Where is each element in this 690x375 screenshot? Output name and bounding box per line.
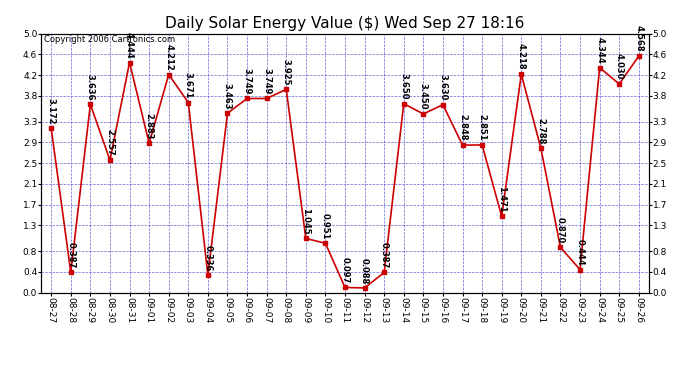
Text: 1.471: 1.471	[497, 186, 506, 212]
Text: 0.387: 0.387	[380, 242, 388, 268]
Text: 0.387: 0.387	[66, 242, 75, 268]
Text: 3.630: 3.630	[438, 74, 447, 100]
Text: 4.444: 4.444	[125, 32, 134, 58]
Text: 3.172: 3.172	[47, 98, 56, 124]
Text: 3.671: 3.671	[184, 72, 193, 98]
Text: 2.851: 2.851	[477, 114, 486, 141]
Text: Copyright 2006 Cartronics.com: Copyright 2006 Cartronics.com	[44, 35, 175, 44]
Text: 4.030: 4.030	[615, 53, 624, 80]
Text: 2.883: 2.883	[145, 113, 154, 139]
Text: 3.650: 3.650	[400, 73, 408, 99]
Text: 3.463: 3.463	[223, 82, 232, 109]
Text: 3.749: 3.749	[262, 68, 271, 94]
Text: 0.870: 0.870	[556, 217, 565, 243]
Text: 0.097: 0.097	[340, 257, 350, 284]
Text: 3.450: 3.450	[419, 83, 428, 110]
Text: 0.336: 0.336	[204, 244, 213, 271]
Title: Daily Solar Energy Value ($) Wed Sep 27 18:16: Daily Solar Energy Value ($) Wed Sep 27 …	[166, 16, 524, 31]
Text: 3.636: 3.636	[86, 74, 95, 100]
Text: 2.848: 2.848	[458, 114, 467, 141]
Text: 0.088: 0.088	[360, 258, 369, 284]
Text: 4.568: 4.568	[634, 26, 643, 52]
Text: 4.212: 4.212	[164, 44, 173, 70]
Text: 1.045: 1.045	[302, 208, 310, 234]
Text: 2.557: 2.557	[106, 129, 115, 156]
Text: 0.951: 0.951	[321, 213, 330, 239]
Text: 3.749: 3.749	[243, 68, 252, 94]
Text: 2.788: 2.788	[536, 118, 545, 144]
Text: 3.925: 3.925	[282, 59, 290, 85]
Text: 0.444: 0.444	[575, 239, 584, 266]
Text: 4.344: 4.344	[595, 37, 604, 63]
Text: 4.218: 4.218	[517, 44, 526, 70]
